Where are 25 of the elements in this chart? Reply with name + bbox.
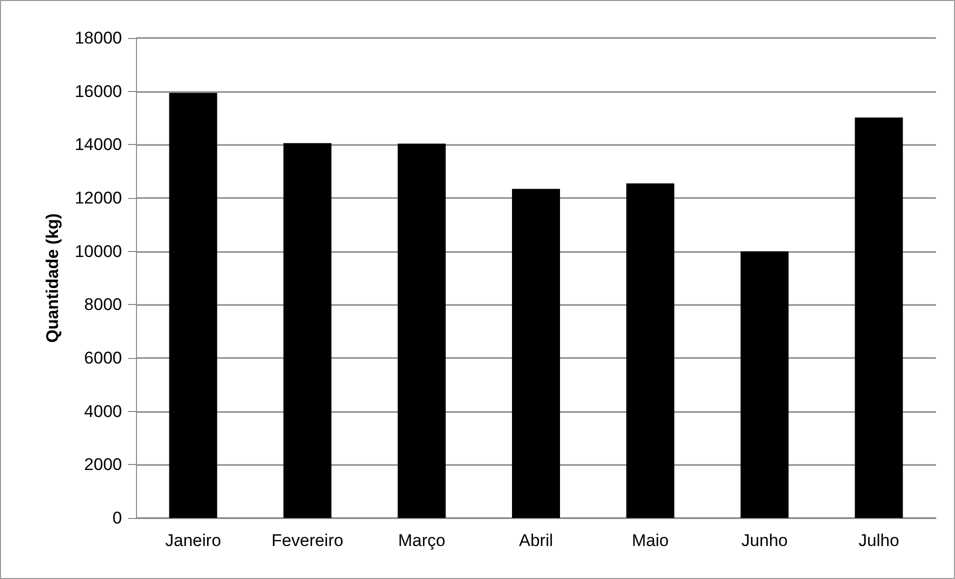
bar (740, 251, 789, 518)
y-axis-title: Quantidade (kg) (43, 213, 62, 343)
y-tick-label: 8000 (84, 295, 122, 314)
y-tick-label: 0 (112, 508, 122, 528)
y-tick-label: 4000 (84, 402, 122, 421)
x-tick-label: Janeiro (165, 531, 222, 550)
bar (626, 183, 674, 518)
x-tick-label: Maio (632, 531, 669, 550)
y-tick-label: 10000 (74, 242, 122, 261)
y-tick-label: 12000 (74, 188, 122, 208)
x-tick-label: Fevereiro (272, 531, 344, 550)
y-tick-label: 2000 (84, 455, 122, 474)
x-tick-label: Julho (858, 531, 900, 550)
bar (512, 188, 560, 518)
bar (169, 92, 218, 518)
y-tick-label: 14000 (74, 135, 122, 154)
bar (283, 143, 332, 518)
x-tick-label: Abril (518, 531, 554, 550)
x-tick-label: Março (398, 531, 446, 550)
y-tick-label: 16000 (74, 82, 122, 101)
x-tick-label: Junho (741, 531, 788, 550)
bar (398, 144, 446, 518)
y-tick-label: 18000 (74, 28, 122, 48)
bar (854, 117, 903, 518)
y-tick-label: 6000 (84, 348, 122, 368)
